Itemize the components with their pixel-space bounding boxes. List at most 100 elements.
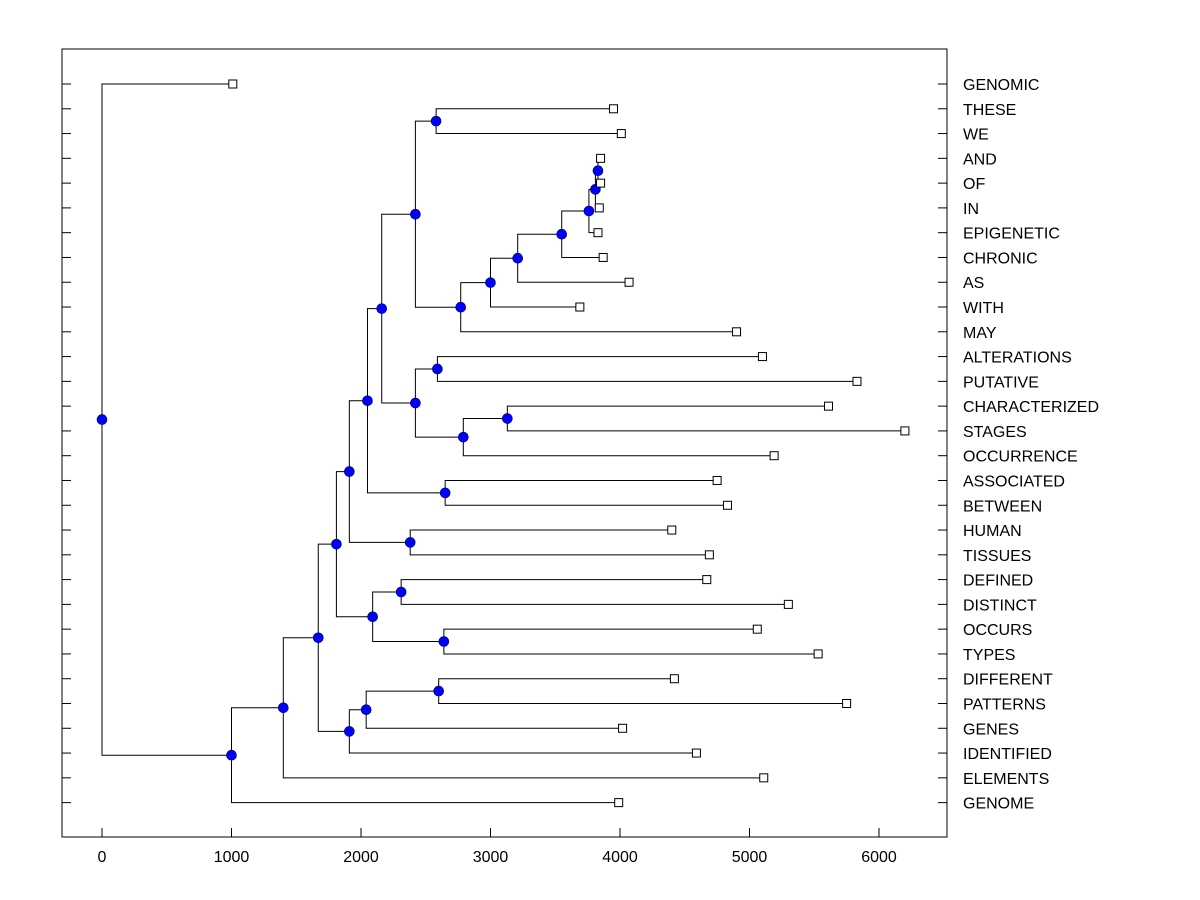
leaf-marker xyxy=(752,624,762,634)
leaf-label: STAGES xyxy=(963,424,1027,441)
leaf-marker xyxy=(732,327,742,337)
branch xyxy=(517,233,562,259)
leaf-marker xyxy=(614,798,624,808)
leaf-label: OCCURS xyxy=(963,622,1032,639)
node-marker xyxy=(502,413,513,424)
branch xyxy=(366,400,446,494)
leaf-label: DIFFERENT xyxy=(963,672,1053,689)
plot-frame xyxy=(61,48,948,838)
node-marker xyxy=(583,205,595,217)
leaf-marker xyxy=(783,599,793,609)
leaf-marker xyxy=(712,475,722,485)
branch xyxy=(414,120,437,215)
leaf-marker xyxy=(596,178,606,188)
node-marker xyxy=(592,165,604,177)
leaf-marker xyxy=(228,79,238,89)
branch xyxy=(365,709,623,729)
leaf-label: AS xyxy=(963,275,984,292)
branch xyxy=(381,308,416,404)
leaf-marker xyxy=(842,699,852,708)
leaf-label: AND xyxy=(963,151,997,168)
node-marker xyxy=(455,301,467,313)
leaf-marker xyxy=(616,129,626,139)
leaf-marker xyxy=(813,649,823,659)
leaf-label: GENES xyxy=(963,721,1019,738)
branch xyxy=(101,419,232,756)
leaf-label: CHARACTERIZED xyxy=(963,399,1099,416)
branch xyxy=(348,400,368,472)
leaf-label: CHRONIC xyxy=(963,250,1038,267)
branch xyxy=(231,707,284,756)
x-tick-label: 4000 xyxy=(602,849,638,866)
branch xyxy=(490,282,580,308)
branch xyxy=(460,307,737,333)
branch xyxy=(460,282,491,308)
node-marker xyxy=(430,115,442,127)
branch xyxy=(365,690,439,710)
leaf-label: WE xyxy=(963,127,989,144)
branch xyxy=(348,709,367,732)
node-marker xyxy=(312,632,324,644)
branch xyxy=(317,637,350,732)
branch xyxy=(348,471,411,543)
x-tick-label: 3000 xyxy=(473,849,509,866)
branch xyxy=(561,210,589,235)
leaf-marker xyxy=(593,228,603,238)
x-tick-label: 1000 xyxy=(214,849,250,866)
leaf-label: ALTERATIONS xyxy=(963,350,1072,367)
node-marker xyxy=(277,702,289,714)
branch xyxy=(414,403,464,438)
leaf-label: PUTATIVE xyxy=(963,374,1039,391)
leaf-marker xyxy=(609,104,619,114)
leaf-marker xyxy=(624,277,634,287)
branch xyxy=(372,591,402,617)
node-marker xyxy=(344,726,355,737)
node-marker xyxy=(433,685,445,697)
leaf-label: ASSOCIATED xyxy=(963,473,1065,490)
branch xyxy=(335,544,373,618)
leaf-marker xyxy=(594,203,604,213)
node-marker xyxy=(362,395,373,407)
node-marker xyxy=(410,397,421,409)
leaf-marker xyxy=(757,352,767,362)
branch xyxy=(317,543,337,638)
leaf-label: PATTERNS xyxy=(963,697,1046,714)
leaf-marker xyxy=(669,674,679,684)
leaf-label: TYPES xyxy=(963,647,1015,664)
branch xyxy=(561,234,604,258)
node-marker xyxy=(360,704,372,715)
leaf-marker xyxy=(900,426,910,436)
leaf-label: EPIGENETIC xyxy=(963,226,1060,243)
leaf-marker xyxy=(852,376,862,386)
leaf-marker xyxy=(667,525,677,535)
branch xyxy=(282,707,764,779)
leaf-marker xyxy=(598,252,608,262)
node-marker xyxy=(331,538,342,550)
leaf-label: MAY xyxy=(963,325,997,342)
leaf-labels: GENOMIC THESE WE AND OF IN EPIGENETIC CHRONIC AS… xyxy=(963,77,1099,813)
leaf-label: OCCURRENCE xyxy=(963,449,1078,466)
x-tick-label: 6000 xyxy=(861,849,897,866)
leaf-marker xyxy=(823,401,833,411)
leaf-label: TISSUES xyxy=(963,548,1031,565)
node-markers xyxy=(96,115,604,761)
leaf-label: WITH xyxy=(963,300,1004,317)
node-marker xyxy=(556,228,568,240)
node-marker xyxy=(96,414,108,425)
branch xyxy=(517,258,630,283)
node-marker xyxy=(376,303,388,314)
node-marker xyxy=(432,363,443,375)
x-axis: 0 1000 2000 3000 4000 5000 6000 xyxy=(98,828,897,866)
node-marker xyxy=(344,466,355,477)
x-tick-label: 5000 xyxy=(732,849,768,866)
leaf-marker xyxy=(596,153,606,163)
leaf-label: THESE xyxy=(963,102,1016,119)
y-axis xyxy=(62,83,947,804)
leaf-label: ELEMENTS xyxy=(963,771,1049,788)
leaf-label: OF xyxy=(963,176,985,193)
branch xyxy=(348,731,697,754)
branch xyxy=(462,418,508,438)
branch xyxy=(372,616,444,643)
node-marker xyxy=(395,586,407,598)
